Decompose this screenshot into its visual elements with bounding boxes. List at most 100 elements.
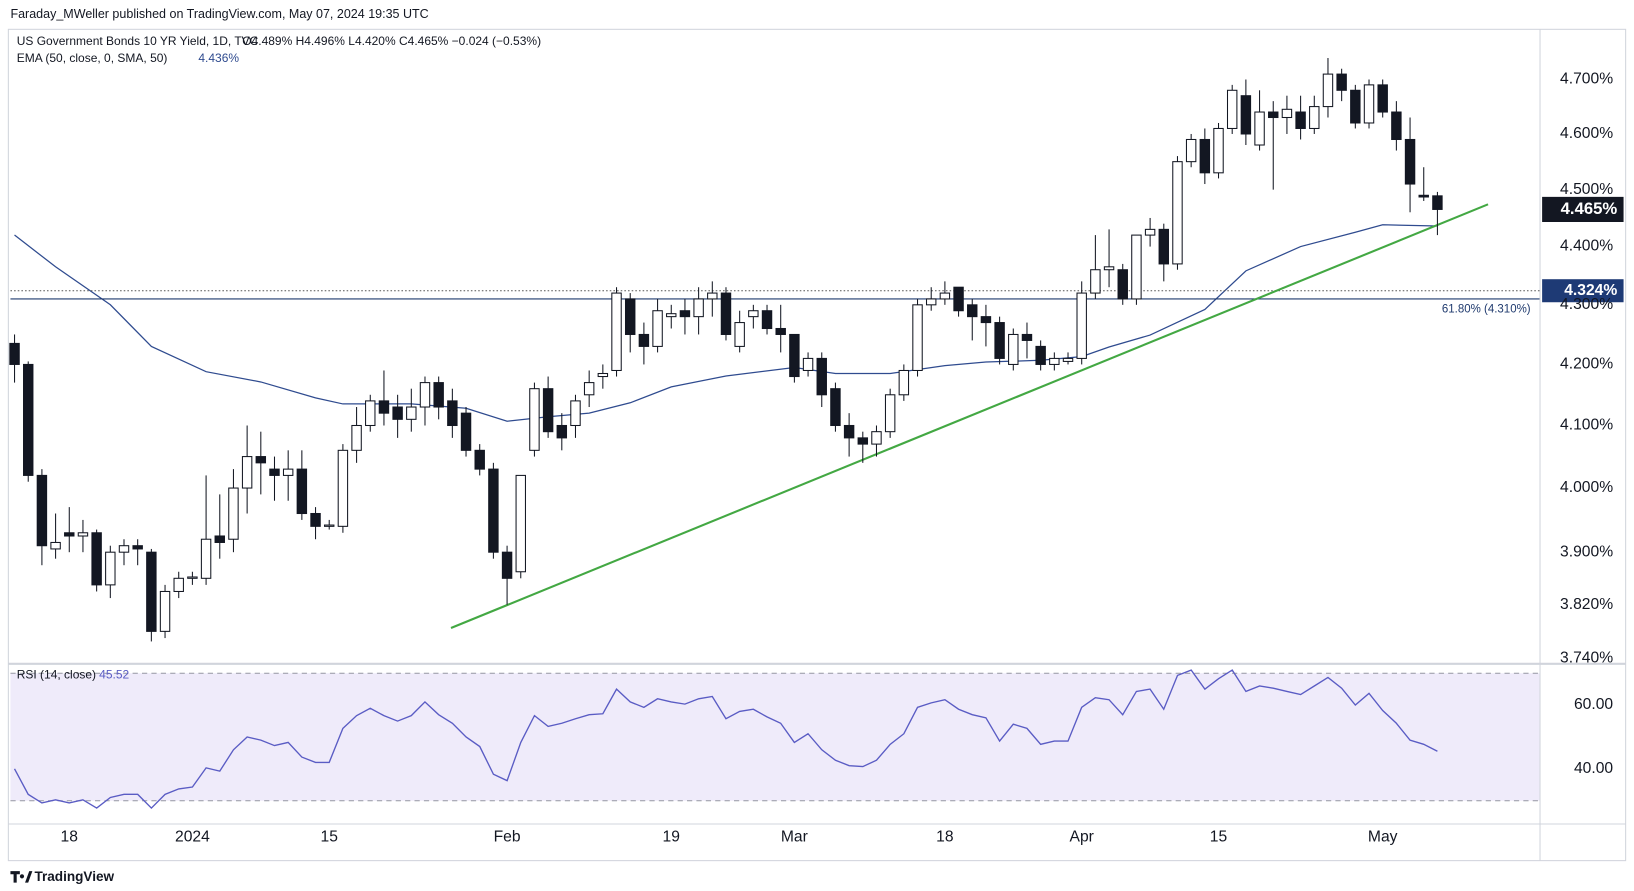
candle-body [611,292,622,372]
candle-body [761,310,773,330]
rsi-tick-label: 40.00 [1574,760,1613,777]
x-tick-label: 15 [1210,829,1228,846]
footer-logo [10,871,33,883]
published-note: Faraday_MWeller published on TradingView… [10,7,428,21]
x-tick-label: 15 [321,829,339,846]
ohlc-legend: O4.489% H4.496% L4.420% C4.465% −0.024 (… [242,34,541,48]
candle-body [652,310,663,347]
footer-brand: TradingView [34,869,114,884]
candle-body [1254,111,1265,146]
last-price-label: 4.465% [1561,199,1618,218]
candle-body [1090,269,1101,294]
candle-body [734,322,745,347]
y-tick-label: 4.700% [1560,71,1613,88]
candle-body [1035,345,1046,365]
candle-body [679,310,691,318]
rsi-line [13,669,1438,810]
candle-body [720,292,732,335]
candle-body [1295,111,1306,129]
candle-body [406,406,417,420]
candle-body [433,382,444,408]
x-tick-label: 18 [61,829,79,846]
candle-body [1117,269,1128,300]
x-tick-label: 19 [663,829,680,846]
candle-body [159,590,171,632]
candle-body [36,474,48,547]
candle-body [707,292,718,300]
candle-body [1226,89,1238,129]
candle-body [378,400,390,414]
x-tick-label: Mar [781,829,808,846]
y-tick-label: 3.820% [1560,596,1613,613]
x-tick-label: May [1368,829,1398,846]
rsi-band [10,673,1541,801]
candle-body [282,468,294,476]
x-tick-label: Feb [494,829,521,846]
candle-body [173,577,184,592]
x-tick-label: 18 [936,829,954,846]
candle-body [857,437,869,445]
candle-body [570,400,581,427]
candle-body [980,316,992,324]
candle-body [351,424,362,451]
candle-body [1185,138,1197,163]
ema-legend: EMA (50, close, 0, SMA, 50) [17,51,168,65]
trendline [450,203,1489,629]
candle-body [597,372,609,378]
candle-body [228,487,239,540]
candle-body [1062,357,1074,362]
candle-body [77,532,89,537]
candle-body [830,388,841,427]
candle-body [994,322,1005,359]
candle-body [1363,84,1375,124]
candle-body [1131,234,1142,300]
candle-body [310,512,321,527]
candle-body [323,524,335,527]
candle-body [1281,108,1293,119]
candle-body [1432,195,1443,210]
candle-body [460,412,472,451]
candle-body [488,468,499,553]
candle-body [501,551,513,579]
x-tick-label: 2024 [175,829,210,846]
candle-body [816,357,827,396]
candle-body [1049,357,1060,365]
candle-body [693,298,704,318]
candle-body [447,400,458,427]
candle-body [91,532,102,586]
candle-body [1418,194,1429,198]
y-tick-label: 4.600% [1560,125,1613,142]
rsi-tick-label: 60.00 [1574,696,1613,713]
candle-body [1158,228,1170,265]
candle-body [132,545,143,550]
candle-body [583,382,595,396]
candle-body [967,304,978,318]
last-price-box [1542,196,1624,222]
level-price-label: 4.324% [1564,282,1617,299]
candle-body [1076,292,1087,359]
y-tick-label: 3.740% [1560,649,1613,666]
candle-body [1144,228,1156,236]
candle-body [64,532,75,537]
candle-body [1377,84,1388,113]
candle-body [1350,89,1361,124]
candle-body [1268,111,1279,119]
candle-body [269,468,280,476]
candle-body [1404,138,1416,185]
y-tick-label: 3.900% [1560,543,1613,560]
rsi-legend: RSI (14, close) [17,667,96,681]
candle-body [1322,73,1334,108]
level-price-box [1542,279,1624,303]
candle-body [515,474,526,573]
candle-body [200,538,212,579]
candle-body [666,313,677,318]
candle-body [871,431,882,445]
candle-body [638,333,650,347]
candle-body [105,551,116,586]
ema-value: 4.436% [198,51,239,65]
y-tick-label: 4.400% [1560,238,1613,255]
y-tick-label: 4.100% [1560,417,1613,434]
candle-body [241,456,253,489]
y-tick-label: 4.300% [1560,296,1613,313]
